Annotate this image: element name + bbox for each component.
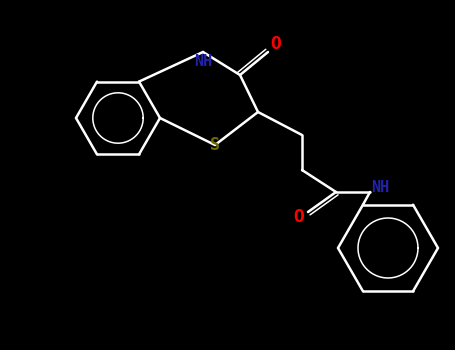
Text: S: S [210, 136, 220, 154]
Text: NH: NH [371, 180, 389, 195]
Text: O: O [271, 35, 282, 53]
Text: NH: NH [194, 55, 212, 70]
Text: O: O [293, 208, 304, 226]
